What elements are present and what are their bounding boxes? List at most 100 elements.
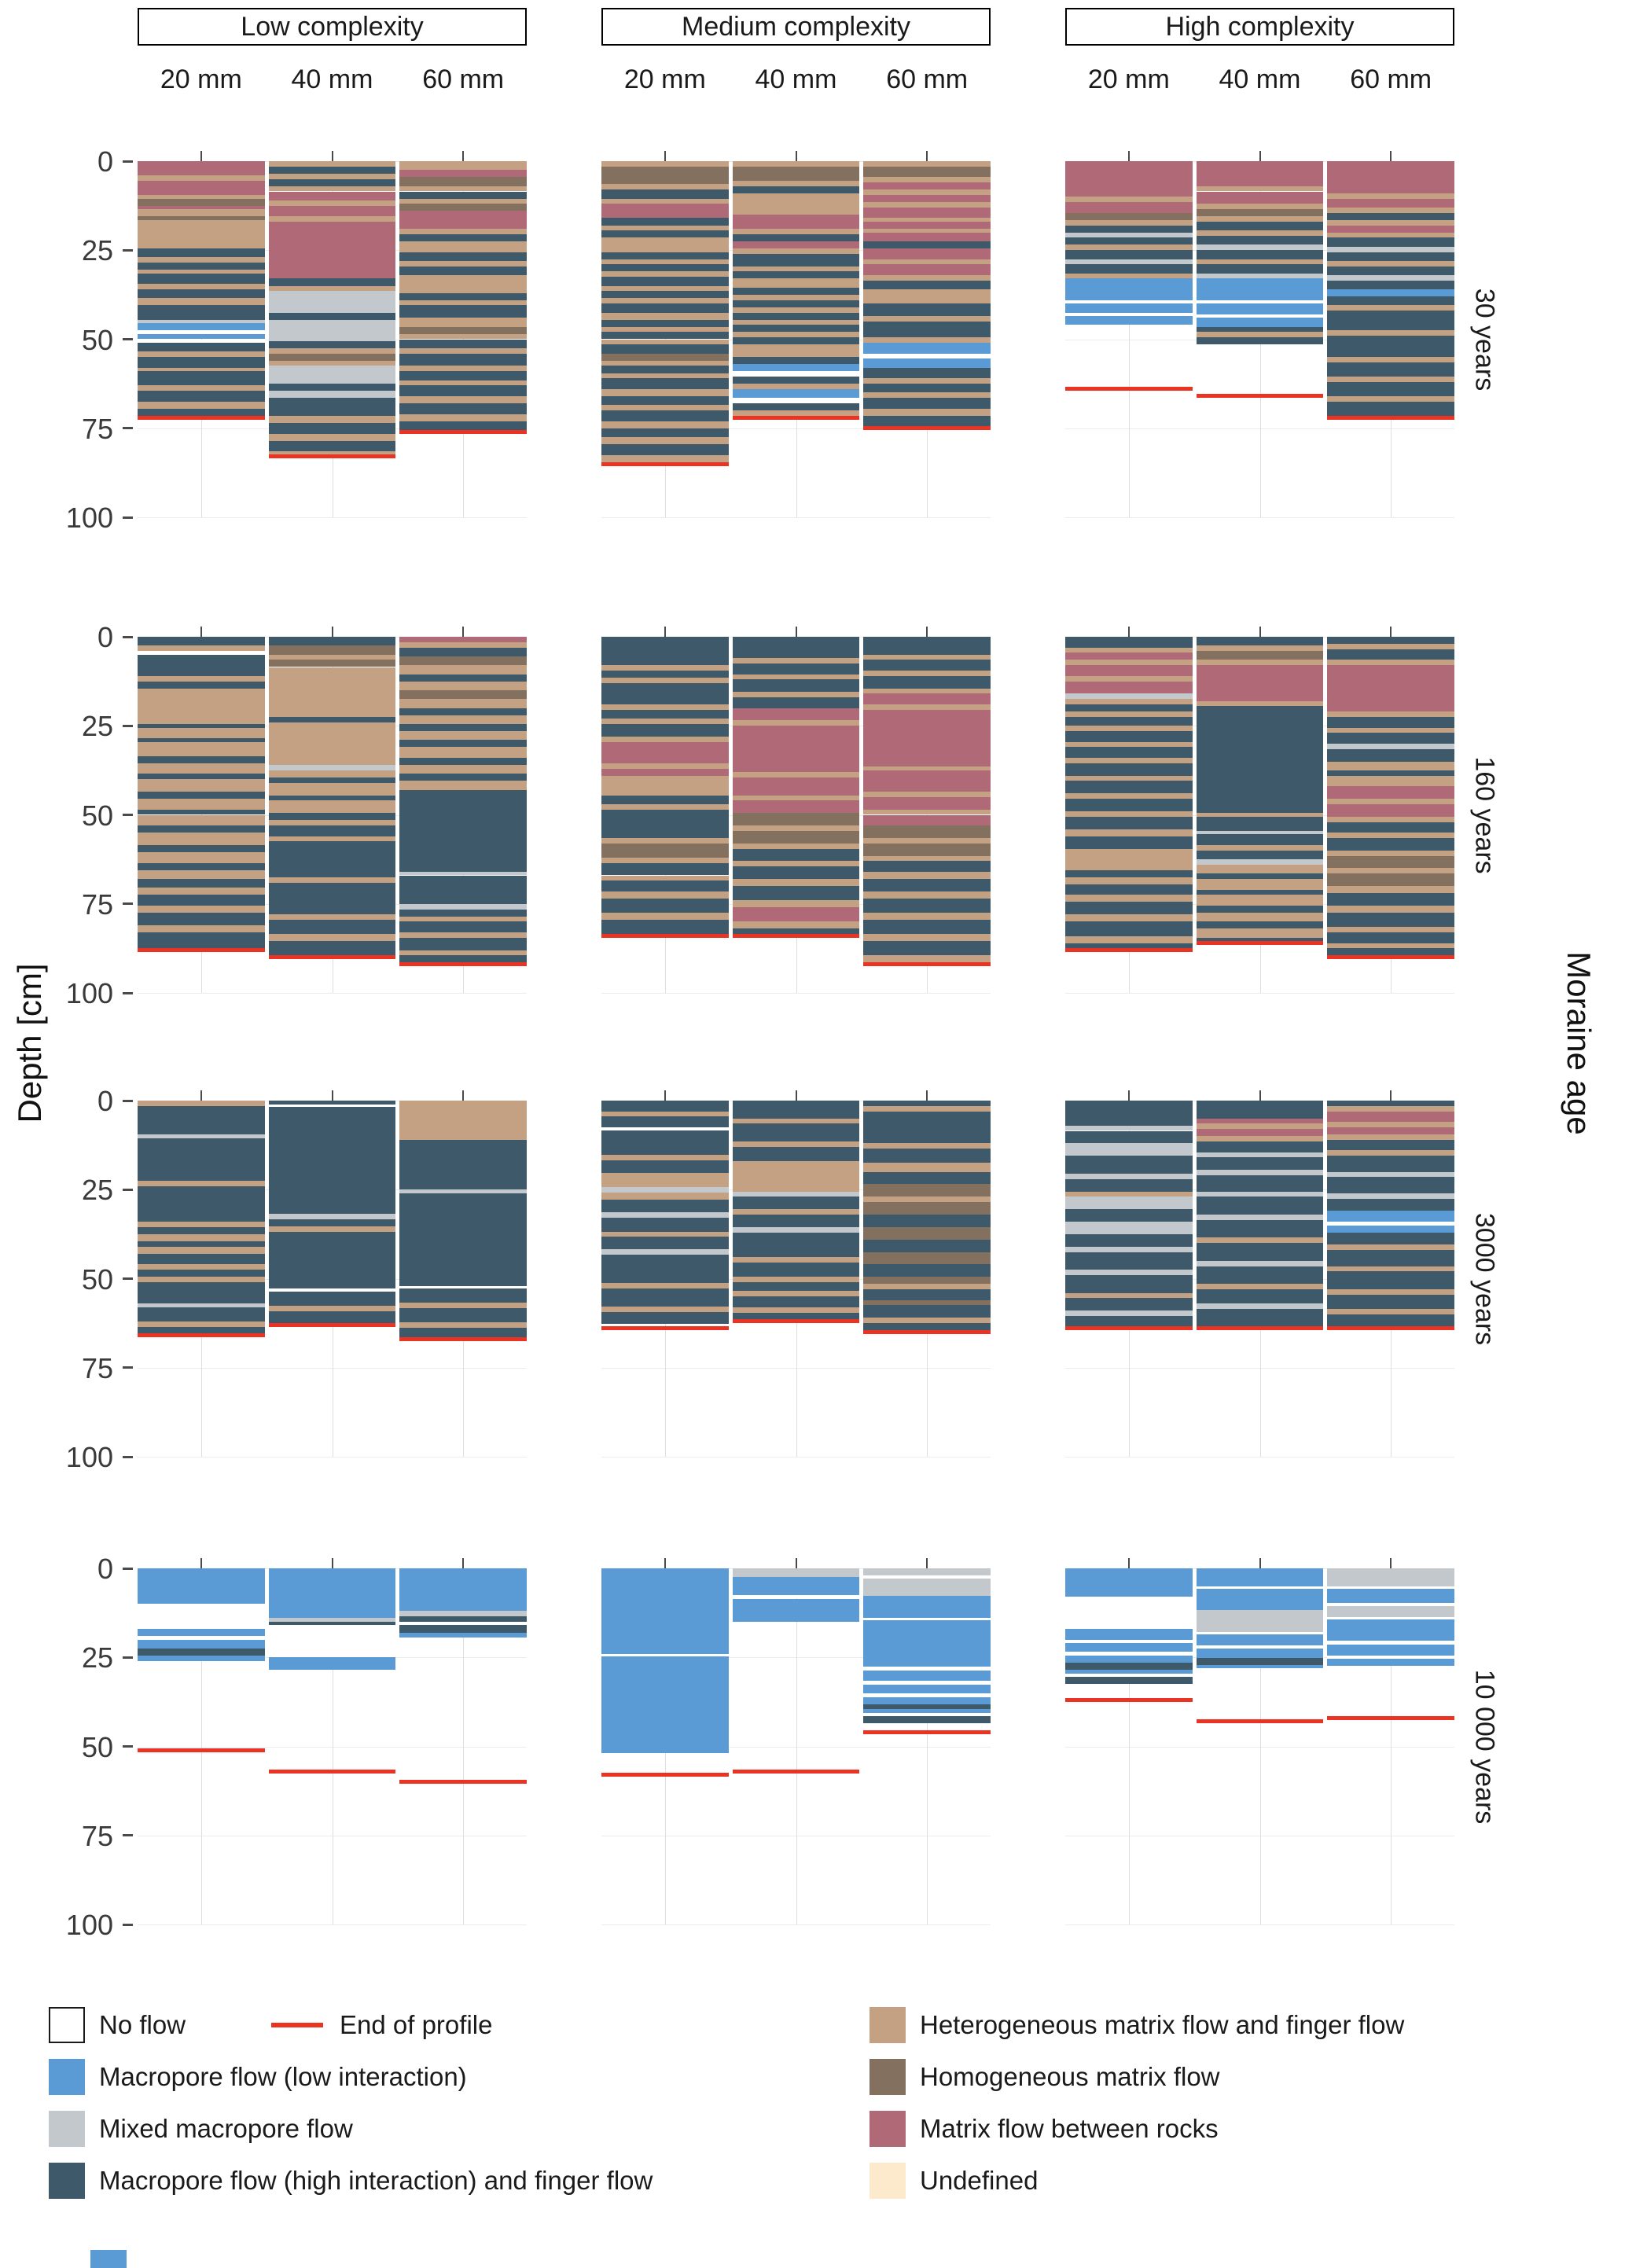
flow-segment [1196,845,1324,851]
flow-segment [1327,161,1454,193]
flow-segment [1196,222,1324,231]
flow-segment [1065,244,1193,251]
v-gridline [927,1568,928,1924]
flow-segment [1196,706,1324,814]
v-gridline [200,1568,202,1924]
flow-segment [138,1105,265,1135]
top-tick-mark [1127,1558,1130,1568]
profile-bar-40-mm [1196,637,1324,993]
flow-segment [863,1709,991,1713]
flow-segment [1327,665,1454,712]
profile-bar-60-mm [863,1101,991,1457]
flow-segment [1327,799,1454,804]
flow-segment [1196,830,1324,835]
flow-segment [138,270,265,274]
flow-segment [399,916,527,922]
flow-segment [863,855,991,862]
flow-segment [1065,869,1193,877]
flow-segment [732,928,860,936]
flow-segment [863,843,991,856]
flow-segment [1327,232,1454,238]
flow-segment [138,1629,265,1637]
flow-segment [138,645,265,652]
flow-segment [863,408,991,416]
y-tick-mark [123,814,133,816]
flow-segment [732,1257,860,1263]
flow-segment [399,333,527,340]
flow-segment [1327,1111,1454,1123]
flow-segment [863,1305,991,1318]
flow-segment [1327,1266,1454,1272]
flow-segment [268,166,396,174]
flow-segment [1065,1316,1193,1329]
y-tick-label: 25 [81,710,113,743]
flow-segment [268,877,396,883]
flow-segment [1196,1219,1324,1238]
flow-segment [732,1263,860,1277]
flow-segment [1196,204,1324,210]
flow-segment [1065,647,1193,653]
flow-segment [1327,1101,1454,1106]
flow-segment [732,1594,860,1599]
y-tick-mark [123,1188,133,1191]
profile-bar-20-mm [1065,1568,1193,1924]
flow-segment [1065,781,1193,794]
top-tick-mark [200,627,202,637]
flow-segment [138,932,265,950]
flow-segment [1065,212,1193,220]
end-of-profile-line [399,1337,527,1341]
flow-segment [601,189,729,199]
flow-segment [1327,893,1454,906]
flow-segment [863,1696,991,1704]
flow-segment [1196,230,1324,237]
end-of-profile-line [1065,1698,1193,1703]
flow-segment [138,1277,265,1283]
flow-segment [1327,927,1454,932]
flow-segment [268,770,396,777]
flow-segment [138,792,265,799]
flow-segment [863,303,991,317]
flow-segment [863,809,991,815]
flow-segment [138,681,265,689]
flow-segment [1065,1222,1193,1234]
flow-segment [138,1282,265,1304]
flow-segment [399,1285,527,1289]
profile-bar-20-mm [1065,1101,1193,1457]
flow-segment [399,731,527,741]
flow-segment [1196,1152,1324,1158]
flow-segment [268,934,396,942]
flow-segment [1196,834,1324,845]
flow-segment [138,1101,265,1106]
flow-segment [1327,1589,1454,1604]
flow-segment [399,170,527,178]
flow-segment [1065,225,1193,233]
flow-segment [138,273,265,285]
flow-segment [1327,381,1454,396]
flow-segment [268,1288,396,1292]
flow-segment [399,1308,527,1323]
profile-bar-20-mm [601,1568,729,1924]
flow-segment [732,319,860,325]
flow-segment [1065,895,1193,902]
flow-segment [1327,1150,1454,1156]
flow-segment [399,921,527,932]
flow-segment [732,679,860,693]
flow-segment [138,833,265,845]
profile-panel-30-years-low-complexity [138,151,527,518]
flow-segment [601,454,729,465]
flow-segment [1327,886,1454,894]
flow-segment [1065,1677,1193,1685]
profile-bar-20-mm [601,637,729,993]
flow-segment [601,303,729,313]
flow-segment [1327,246,1454,252]
flow-segment [268,782,396,796]
flow-segment [1196,1214,1324,1220]
y-tick-mark [123,1923,133,1926]
flow-segment [138,248,265,258]
profile-bar-40-mm [1196,161,1324,517]
flow-segment [863,879,991,891]
y-tick-mark [123,1834,133,1837]
legend-label-matrix-flow-between-rocks: Matrix flow between rocks [920,2114,1219,2143]
flow-segment [138,371,265,386]
flow-segment [268,667,396,717]
